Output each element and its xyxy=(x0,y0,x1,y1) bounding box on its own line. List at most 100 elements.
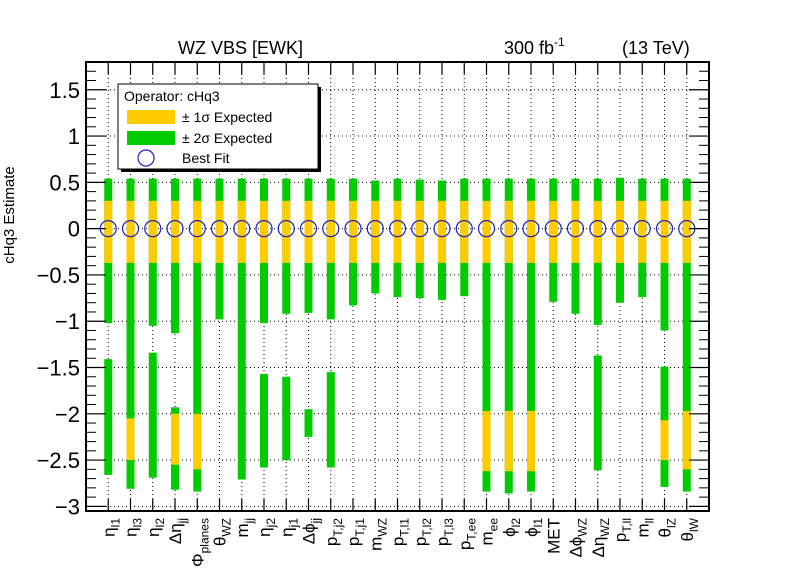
two-sigma-bar xyxy=(104,359,113,475)
one-sigma-bar xyxy=(527,411,535,472)
best-fit-marker xyxy=(455,220,473,238)
x-tick-label: MET xyxy=(544,518,563,554)
one-sigma-bar xyxy=(504,200,513,263)
one-sigma-bar xyxy=(237,200,246,263)
best-fit-marker xyxy=(411,220,429,238)
one-sigma-bar xyxy=(215,200,224,263)
best-fit-marker xyxy=(655,220,674,238)
one-sigma-bar xyxy=(682,200,691,263)
x-tick-label: ηl3 xyxy=(122,518,145,537)
two-sigma-bar xyxy=(126,178,135,489)
best-fit-markers xyxy=(99,220,696,238)
one-sigma-bar xyxy=(126,200,135,263)
best-fit-marker xyxy=(611,220,629,238)
one-sigma-bar xyxy=(104,200,113,263)
legend-swatch-one-sigma xyxy=(127,110,175,124)
best-fit-marker xyxy=(299,220,318,238)
one-sigma-bar xyxy=(616,200,624,263)
one-sigma-bar xyxy=(638,200,647,263)
one-sigma-bar xyxy=(126,418,135,461)
two-sigma-bar xyxy=(504,178,513,494)
best-fit-marker xyxy=(344,220,362,238)
legend-label-two-sigma: ± 2σ Expected xyxy=(182,130,272,146)
one-sigma-bar xyxy=(660,420,669,461)
legend-box xyxy=(117,83,319,170)
y-tick-label: −2 xyxy=(55,402,80,427)
x-tick-label: pT,j1 xyxy=(344,518,367,546)
x-tick-label: ηl2 xyxy=(144,518,167,537)
one-sigma-bar xyxy=(549,200,558,263)
one-sigma-bar xyxy=(482,200,491,263)
one-sigma-bar xyxy=(593,200,602,263)
y-tick-label: 1.5 xyxy=(49,78,80,103)
x-tick-label: pT,ll xyxy=(611,518,634,542)
one-sigma-bar xyxy=(349,200,357,263)
one-sigma-bar xyxy=(504,411,513,472)
two-sigma-bar xyxy=(593,355,602,471)
x-tick-label: ηj1 xyxy=(277,518,300,537)
x-tick-label: mee xyxy=(478,518,501,546)
best-fit-marker xyxy=(388,220,407,238)
x-tick-label: pT,ee xyxy=(455,518,478,550)
one-sigma-bar xyxy=(660,200,669,263)
best-fit-marker xyxy=(500,220,518,238)
two-sigma-bar xyxy=(260,373,268,468)
y-tick-label: −1 xyxy=(55,309,80,334)
legend: Operator: cHq3 ± 1σ Expected ± 2σ Expect… xyxy=(117,83,321,172)
two-sigma-bar xyxy=(148,352,157,478)
y-tick-label: 1 xyxy=(68,124,80,149)
y-axis-label: cHq3 Estimate xyxy=(1,166,18,264)
energy-label: (13 TeV) xyxy=(622,38,690,58)
best-fit-marker xyxy=(589,220,607,238)
two-sigma-bar xyxy=(527,178,535,492)
one-sigma-bar xyxy=(527,200,535,263)
x-tick-label: pT,l1 xyxy=(389,518,412,546)
best-fit-marker xyxy=(566,220,585,238)
luminosity-label: 300 fb-1 xyxy=(504,35,565,58)
two-sigma-bar xyxy=(326,372,335,468)
best-fit-marker xyxy=(322,220,340,238)
two-sigma-bar xyxy=(282,376,291,461)
y-tick-labels: 1.5 1 0.5 0 −0.5 −1 −1.5 −2 −2.5 −3 xyxy=(37,78,80,520)
best-fit-marker xyxy=(144,220,162,238)
best-fit-marker xyxy=(210,220,229,238)
one-sigma-bar xyxy=(326,200,335,263)
one-sigma-bar xyxy=(371,200,380,263)
one-sigma-bar xyxy=(148,200,157,263)
y-tick-label: −0.5 xyxy=(37,263,80,288)
interval-bars xyxy=(104,177,691,494)
two-sigma-bar xyxy=(682,178,691,492)
one-sigma-bar xyxy=(682,411,691,470)
x-tick-label: Δϕjj xyxy=(300,518,323,544)
one-sigma-bar xyxy=(171,413,179,465)
best-fit-marker xyxy=(233,220,251,238)
two-sigma-bar xyxy=(482,178,491,492)
x-tick-label: ϕl2 xyxy=(500,518,523,537)
x-tick-label: θlW xyxy=(678,517,701,541)
x-tick-label: ηl1 xyxy=(99,518,122,537)
legend-header: Operator: cHq3 xyxy=(124,88,220,104)
best-fit-marker xyxy=(277,220,295,238)
one-sigma-bar xyxy=(260,200,268,263)
two-sigma-bar xyxy=(304,409,313,437)
y-tick-label: −1.5 xyxy=(37,356,80,381)
x-tick-label: mWZ xyxy=(366,518,389,551)
x-tick-label: θlZ xyxy=(656,518,679,537)
x-tick-label: ηj2 xyxy=(255,518,278,537)
best-fit-marker xyxy=(477,220,496,238)
x-tick-label: mjj xyxy=(233,518,256,538)
one-sigma-bar xyxy=(438,200,446,263)
chart-title: WZ VBS [EWK] xyxy=(178,38,303,58)
one-sigma-bar xyxy=(193,413,202,470)
legend-label-one-sigma: ± 1σ Expected xyxy=(182,109,272,125)
legend-label-best-fit: Best Fit xyxy=(182,150,230,166)
y-tick-label: 0.5 xyxy=(49,170,80,195)
x-tick-label: mll xyxy=(633,518,656,538)
x-tick-label: ΔηWZ xyxy=(589,518,612,557)
one-sigma-bar xyxy=(482,411,491,472)
axis-ticks xyxy=(86,62,709,511)
one-sigma-bar xyxy=(460,200,469,263)
x-tick-label: Φplanes xyxy=(188,518,211,567)
x-tick-label: ϕl1 xyxy=(522,518,545,537)
